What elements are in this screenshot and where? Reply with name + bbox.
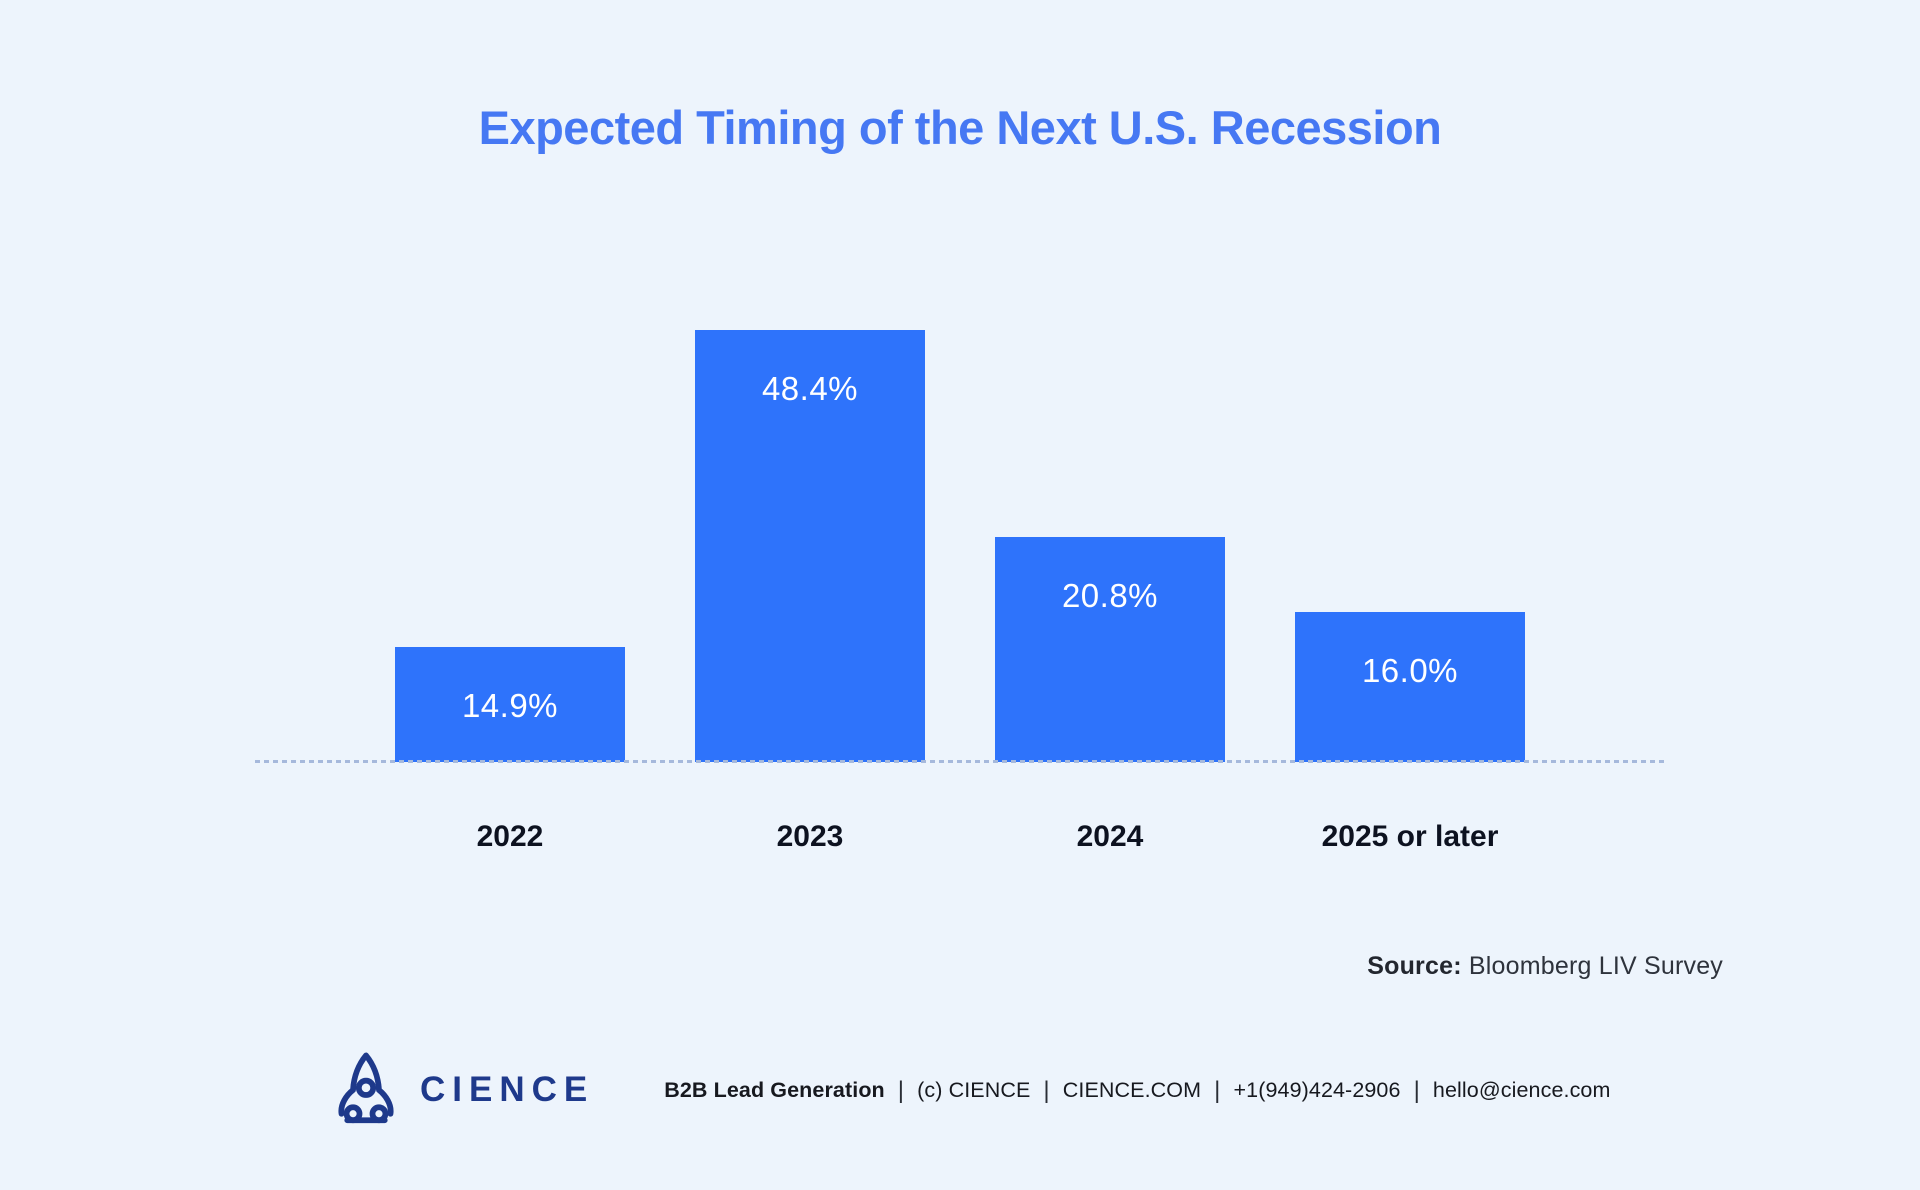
footer-contact-line: B2B Lead Generation | (c) CIENCE | CIENCE.CO… bbox=[664, 1076, 1610, 1104]
category-labels-row: 2022 2023 2024 2025 or later bbox=[395, 820, 1525, 854]
bar-2023: 48.4% bbox=[695, 330, 925, 762]
source-label: Source: bbox=[1367, 952, 1462, 980]
bar-2025 or later: 16.0% bbox=[1295, 612, 1525, 762]
bar-value-label: 20.8% bbox=[1061, 577, 1159, 614]
source-note: Source: Bloomberg LIV Survey bbox=[1367, 952, 1723, 981]
footer-item: B2B Lead Generation bbox=[664, 1077, 885, 1102]
footer-separator: | bbox=[897, 1076, 905, 1104]
rocket-icon bbox=[338, 1052, 394, 1123]
bar-value-label: 16.0% bbox=[1361, 652, 1459, 689]
category-label-2023: 2023 bbox=[776, 820, 844, 853]
category-label-2024: 2024 bbox=[1076, 820, 1144, 853]
footer-item: +1(949)424-2906 bbox=[1233, 1077, 1401, 1102]
footer-item: (c) CIENCE bbox=[917, 1077, 1031, 1102]
chart-baseline bbox=[255, 760, 1665, 763]
logo-wordmark: CIENCE bbox=[420, 1069, 595, 1109]
footer-item: CIENCE.COM bbox=[1062, 1077, 1202, 1102]
bars-container: 14.9% 48.4% 20.8% 16.0% bbox=[395, 330, 1525, 762]
bar-2024: 20.8% bbox=[995, 537, 1225, 762]
footer: CIENCE B2B Lead Generation | (c) CIENCE | CI… bbox=[330, 1042, 1630, 1137]
source-text: Bloomberg LIV Survey bbox=[1468, 952, 1723, 980]
bar-value-label: 14.9% bbox=[461, 687, 559, 724]
category-label-2022: 2022 bbox=[476, 820, 544, 853]
bar-2022: 14.9% bbox=[395, 647, 625, 762]
footer-separator: | bbox=[1043, 1076, 1050, 1104]
footer-separator: | bbox=[1214, 1076, 1221, 1104]
bar-value-label: 48.4% bbox=[761, 370, 859, 407]
footer-item: hello@cience.com bbox=[1432, 1077, 1611, 1102]
chart-title: Expected Timing of the Next U.S. Recessi… bbox=[478, 101, 1442, 154]
category-label-2025 or later: 2025 or later bbox=[1321, 820, 1499, 853]
footer-separator: | bbox=[1413, 1076, 1420, 1104]
cience-logo: CIENCE bbox=[330, 1048, 594, 1132]
